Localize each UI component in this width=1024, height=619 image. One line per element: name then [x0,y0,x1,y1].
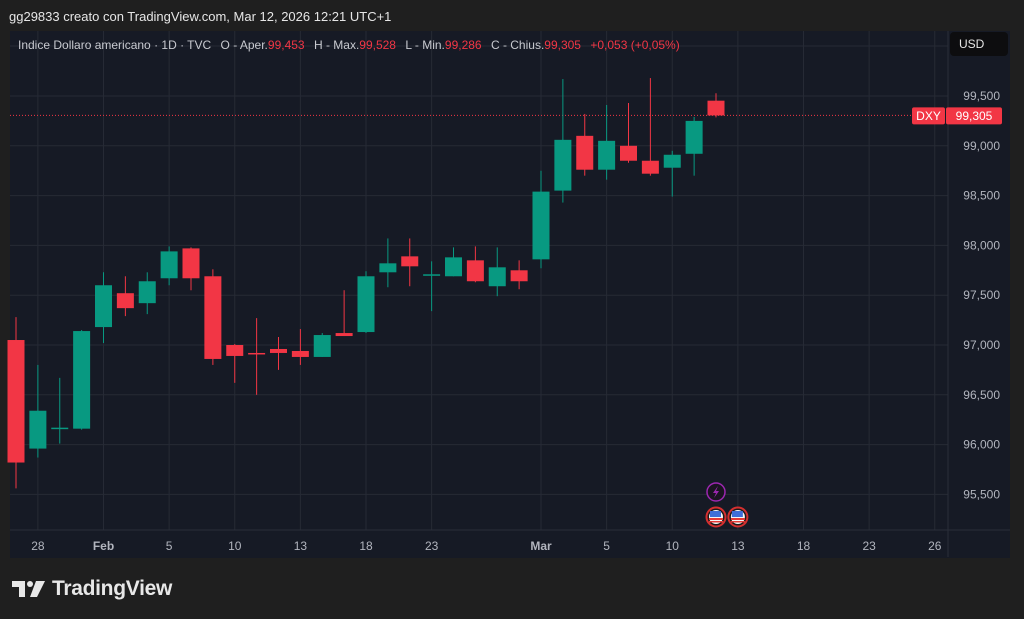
candle-body-up [488,267,506,287]
candle-body-down [116,293,134,309]
flag-stripe [709,518,723,520]
candle-body-up [685,120,703,154]
candle-body-down [248,352,266,355]
y-tick-label: 99,000 [963,139,1000,153]
symbol-tag [912,107,945,125]
y-tick-label: 96,500 [963,388,1000,402]
x-tick-label: 5 [166,539,173,553]
symbol-name[interactable]: Indice Dollaro americano · 1D · TVC [18,38,212,52]
lightning-glyph [713,486,719,498]
candle-body-up [598,140,616,170]
y-tick-label: 98,000 [963,238,1000,252]
candle-body-up [29,410,47,449]
candle-body-down [641,160,659,174]
candle-body-up [357,276,375,333]
symbol-legend: Indice Dollaro americano · 1D · TVC O - … [18,38,680,52]
candle-body-down [576,135,594,170]
x-tick-label: Mar [530,539,552,553]
candle-body-down [620,145,637,161]
x-tick-label: 10 [228,539,242,553]
candle-body-down [401,256,419,267]
candle-body-up [95,285,112,328]
close-label: C - Chius. [490,38,545,52]
x-tick-label: 28 [31,539,45,553]
x-tick-label: 18 [359,539,373,553]
flag-stripe [730,518,745,520]
x-tick-label: Feb [93,539,114,553]
candle-body-up [379,263,397,273]
y-tick-label: 95,500 [963,487,1000,501]
candle-body-down [270,348,287,353]
x-tick-label: 26 [928,539,942,553]
candle-body-up [663,154,681,168]
candle-body-up [423,274,441,276]
candle-body-down [291,350,309,357]
flag-stripe [709,521,723,523]
candle-body-up [138,281,156,304]
x-tick-label: 23 [862,539,876,553]
candle-body-up [554,139,572,191]
x-tick-label: 10 [666,539,680,553]
x-tick-label: 13 [731,539,745,553]
flag-canton [731,511,743,517]
last-price-tag [946,107,1002,125]
candle-body-up [532,191,550,260]
candle-body-down [7,340,25,463]
y-tick-label: 97,000 [963,338,1000,352]
tradingview-logo[interactable]: TradingView [12,577,172,601]
last-price-label: 99,305 [956,109,993,123]
candle-body-up [160,251,178,279]
flag-canton [710,511,721,517]
y-tick-label: 99,500 [963,89,1000,103]
candle-body-down [204,276,222,359]
open-value: 99,453 [267,38,305,52]
candle-body-up [73,331,91,429]
candle-body-up [445,257,462,277]
chart-panel[interactable] [10,31,1010,558]
high-label: H - Max. [313,38,360,52]
candle-body-down [335,333,353,337]
candle-body-up [313,335,331,357]
symbol-tag-label: DXY [916,109,941,123]
x-tick-label: 23 [425,539,439,553]
logo-text: TradingView [52,577,173,600]
candle-body-up [51,427,69,430]
low-value: 99,286 [444,38,482,52]
close-value: 99,305 [544,38,581,52]
candle-body-down [182,248,200,279]
chart-credit: gg29833 creato con TradingView.com, Mar … [9,9,392,24]
change-value: +0,053 (+0,05%) [590,38,680,52]
candle-body-down [707,100,725,116]
flag-stripe [730,521,745,523]
high-value: 99,528 [359,38,396,52]
candle-body-down [466,260,484,282]
tradingview-logo-icon [12,581,45,597]
y-tick-label: 97,500 [963,288,1000,302]
candle-body-down [510,270,528,282]
candle-body-down [226,345,244,356]
x-tick-label: 5 [603,539,610,553]
open-label: O - Aper. [220,38,268,52]
y-tick-label: 98,500 [963,189,1000,203]
x-tick-label: 13 [294,539,308,553]
y-tick-label: 96,000 [963,438,1000,452]
low-label: L - Min. [405,38,445,52]
x-tick-label: 18 [797,539,811,553]
currency-button[interactable]: USD [950,32,1008,56]
